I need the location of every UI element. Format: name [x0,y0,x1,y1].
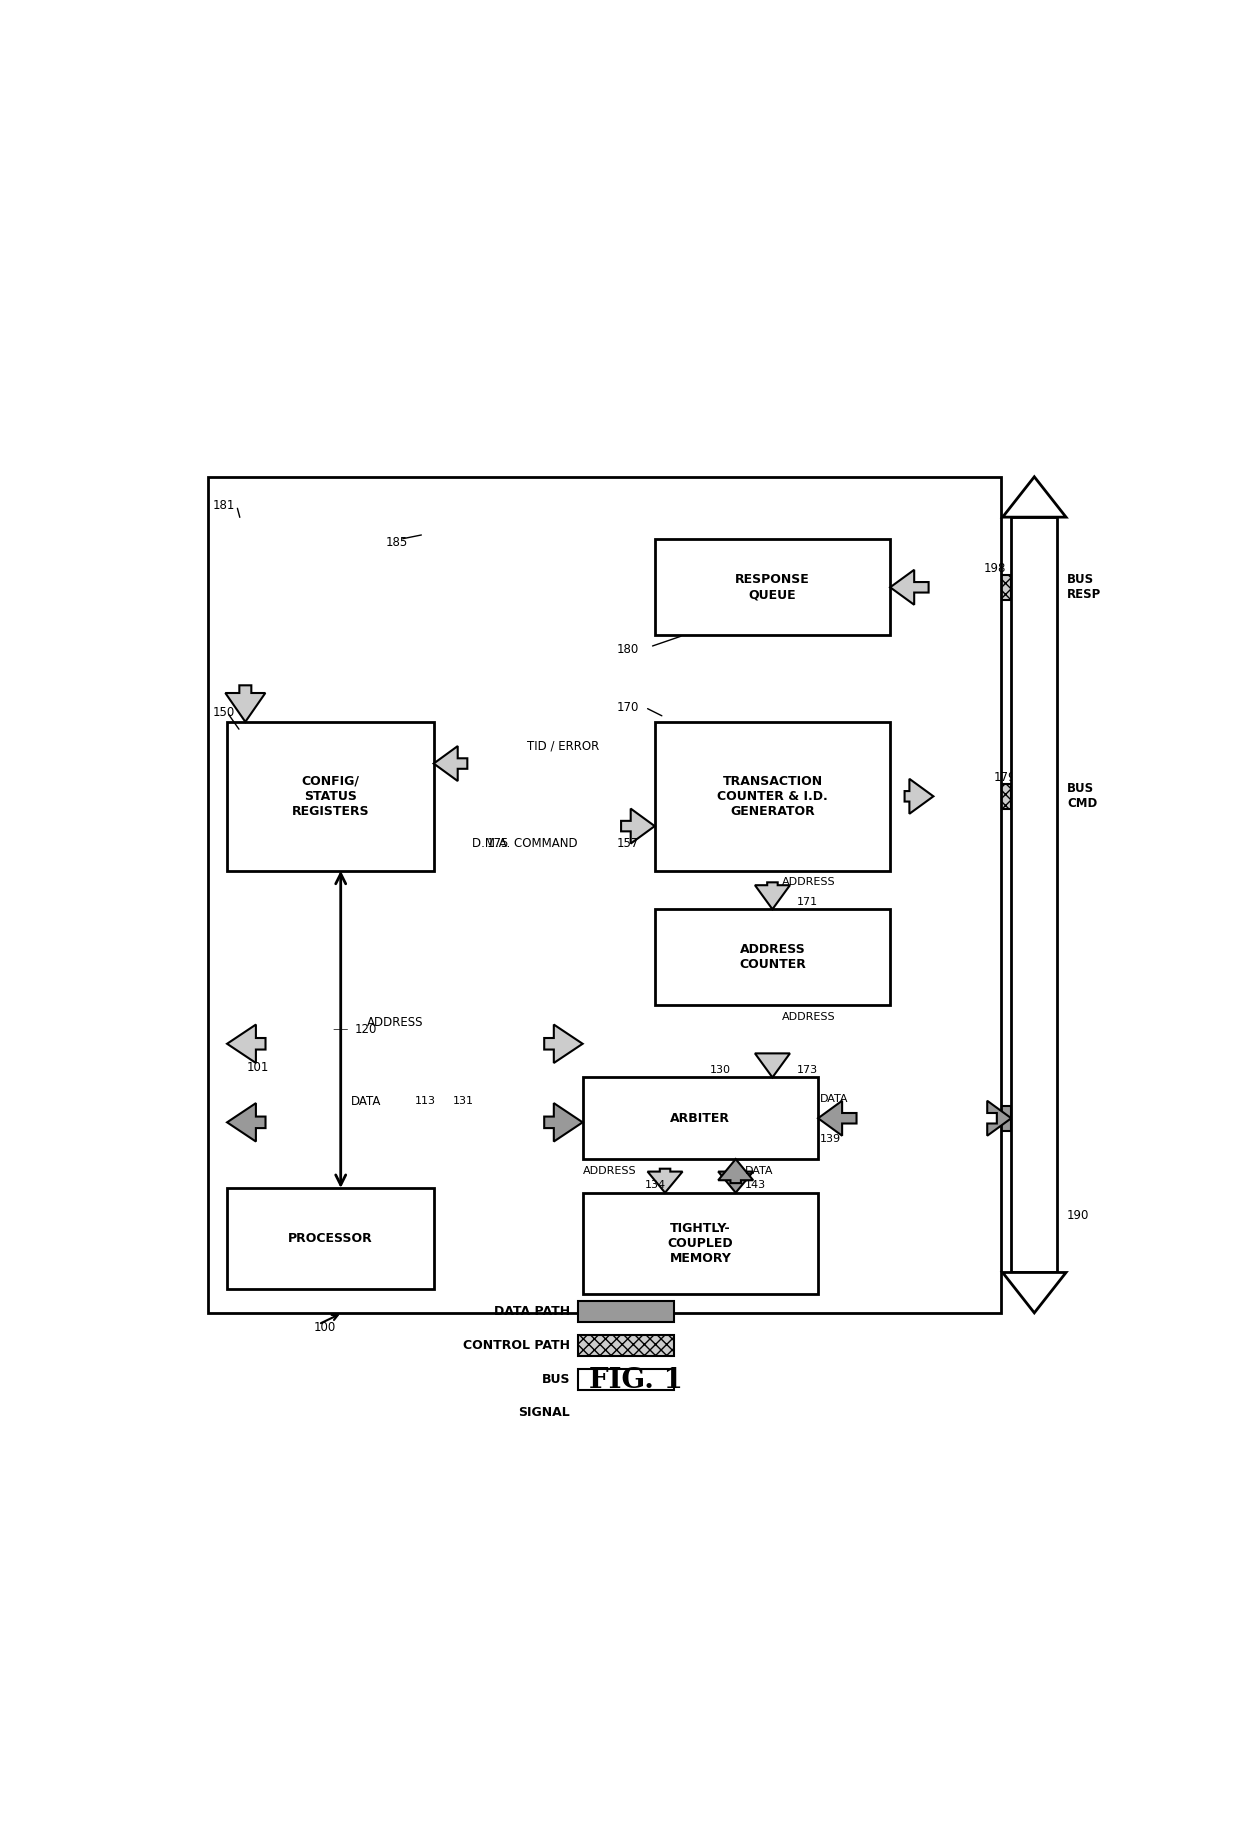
Text: ADDRESS
COUNTER: ADDRESS COUNTER [739,944,806,971]
FancyArrow shape [226,686,265,722]
Text: DATA: DATA [820,1094,848,1105]
FancyArrow shape [718,1160,753,1183]
Bar [760,1006,785,1077]
Bar [655,909,890,1006]
Bar [723,1160,748,1193]
Bar [890,574,1012,600]
Text: 175: 175 [486,838,508,850]
FancyArrow shape [755,882,790,909]
Text: SIGNAL: SIGNAL [518,1407,570,1419]
Text: 198: 198 [985,562,1007,574]
Text: ADDRESS: ADDRESS [782,1011,836,1022]
Text: ARBITER: ARBITER [671,1112,730,1125]
Bar [583,1193,818,1293]
Text: PROCESSOR: PROCESSOR [288,1233,373,1246]
Text: 134: 134 [645,1180,666,1191]
FancyArrow shape [227,1024,265,1063]
Text: 179: 179 [993,770,1016,783]
Text: CONFIG/
STATUS
REGISTERS: CONFIG/ STATUS REGISTERS [291,775,370,818]
Text: 181: 181 [213,499,236,512]
Text: 180: 180 [616,644,639,657]
Text: 171: 171 [796,896,817,907]
FancyArrow shape [1003,1273,1066,1313]
Text: DATA: DATA [745,1165,774,1176]
Bar [227,722,434,871]
Text: 113: 113 [414,1096,435,1107]
Text: ADDRESS: ADDRESS [367,1017,424,1030]
Text: TRANSACTION
COUNTER & I.D.
GENERATOR: TRANSACTION COUNTER & I.D. GENERATOR [717,775,828,818]
Bar [260,567,655,598]
Text: BUS: BUS [542,1372,570,1386]
Bar [227,1028,583,1059]
Text: CONTROL PATH: CONTROL PATH [464,1339,570,1352]
Bar [760,871,785,909]
Text: ADDRESS: ADDRESS [782,878,836,887]
Bar [578,1335,675,1355]
Bar [260,510,773,540]
Bar [227,1187,434,1289]
Text: 173: 173 [796,1064,817,1075]
Bar [890,785,1012,808]
Text: BUS
RESP: BUS RESP [1066,572,1101,602]
Text: TID / ERROR: TID / ERROR [527,739,600,754]
Bar [434,814,655,838]
Text: FIG. 1: FIG. 1 [589,1366,682,1394]
Text: 170: 170 [616,701,639,713]
FancyArrow shape [905,779,934,814]
Text: 157: 157 [616,838,639,850]
Text: 150: 150 [213,706,234,719]
Bar [227,481,982,1044]
Bar [208,477,1001,1313]
Text: TIGHTLY-
COUPLED
MEMORY: TIGHTLY- COUPLED MEMORY [667,1222,733,1264]
Text: 143: 143 [745,1180,766,1191]
Text: DATA PATH: DATA PATH [494,1306,570,1319]
Bar [578,1300,675,1322]
Bar [229,510,260,540]
FancyArrow shape [818,1101,857,1136]
Text: 130: 130 [711,1064,730,1075]
Bar [652,1160,677,1193]
Text: 100: 100 [314,1321,336,1333]
Text: D.M.A. COMMAND: D.M.A. COMMAND [472,838,578,850]
Text: 120: 120 [355,1022,377,1035]
Bar [434,752,655,775]
Text: 131: 131 [453,1096,474,1107]
Text: 185: 185 [386,536,408,549]
Text: 190: 190 [1066,1209,1090,1222]
FancyArrow shape [755,1054,790,1077]
FancyArrow shape [1003,477,1066,518]
Text: BUS
CMD: BUS CMD [1066,783,1097,810]
FancyArrow shape [890,571,929,605]
FancyArrow shape [434,746,467,781]
Bar [655,540,890,635]
FancyArrow shape [544,1103,583,1141]
Bar [655,722,890,871]
Bar [578,1368,675,1390]
FancyArrow shape [621,808,655,843]
Bar [227,1107,583,1138]
FancyArrow shape [544,1024,583,1063]
Bar [583,1077,818,1160]
Text: RESPONSE
QUEUE: RESPONSE QUEUE [735,572,810,602]
FancyArrow shape [718,1169,753,1193]
Text: 101: 101 [247,1061,269,1074]
Text: ADDRESS: ADDRESS [583,1165,637,1176]
Bar [1012,518,1058,1273]
Bar [229,540,260,706]
FancyArrow shape [227,1103,265,1141]
Text: DATA: DATA [351,1096,382,1108]
Bar [818,1107,1012,1130]
FancyArrow shape [987,1101,1012,1136]
Text: 139: 139 [820,1134,841,1145]
FancyArrow shape [647,1169,682,1193]
